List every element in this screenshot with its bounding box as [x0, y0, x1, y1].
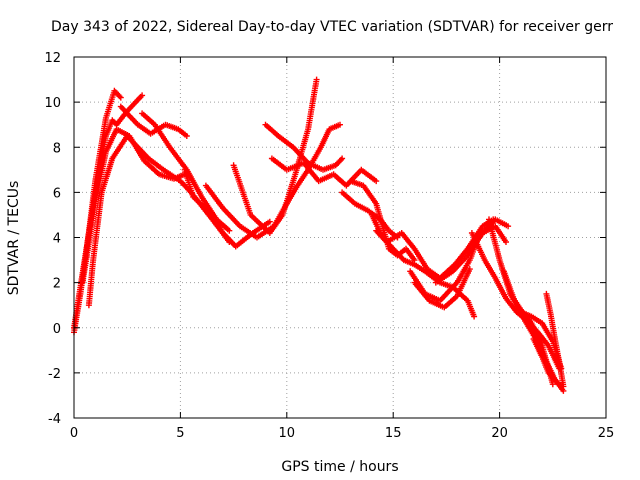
data-point-markers: [530, 336, 565, 390]
data-point-markers: [347, 178, 418, 264]
x-tick-label: 10: [279, 426, 296, 441]
y-tick-label: 12: [44, 51, 61, 66]
series-track-10: [262, 121, 346, 173]
series-track-18: [411, 266, 473, 311]
data-point-markers: [79, 126, 188, 286]
series-track-12: [283, 121, 343, 207]
series-track-22: [500, 268, 567, 394]
series-track-4: [79, 126, 188, 286]
series-track-7: [181, 166, 273, 250]
data-series: [71, 76, 567, 394]
series-track-3: [85, 133, 233, 309]
y-tick-label: 4: [53, 232, 61, 247]
data-point-markers: [202, 182, 290, 241]
x-tick-label: 15: [385, 426, 402, 441]
y-axis-label: SDTVAR / TECUs: [6, 181, 22, 296]
grid-lines: [74, 57, 606, 418]
data-point-markers: [230, 76, 320, 236]
data-point-markers: [181, 166, 273, 250]
y-tick-label: 10: [44, 96, 61, 111]
x-tick-label: 5: [176, 426, 184, 441]
data-point-markers: [71, 92, 146, 331]
axis-ticks: 0 5 10 15 20 25 -4 -2 0 2 4 6 8 10 12: [44, 51, 614, 441]
series-track-9: [230, 76, 320, 236]
data-point-markers: [500, 268, 567, 394]
x-tick-label: 25: [598, 426, 615, 441]
series-track-14: [347, 178, 418, 264]
series-track-8: [202, 182, 290, 241]
x-axis-label: GPS time / hours: [281, 459, 398, 475]
data-point-markers: [283, 121, 343, 207]
data-point-markers: [543, 290, 567, 390]
data-point-markers: [411, 266, 473, 311]
y-tick-label: 8: [53, 141, 61, 156]
series-track-25: [543, 290, 567, 390]
series-track-24: [530, 336, 565, 390]
y-tick-label: 0: [53, 322, 61, 337]
data-point-markers: [262, 121, 346, 173]
data-point-markers: [85, 133, 233, 309]
series-track-1: [71, 92, 146, 331]
chart-title: Day 343 of 2022, Sidereal Day-to-day VTE…: [51, 19, 613, 35]
x-tick-label: 0: [70, 426, 78, 441]
y-tick-label: 6: [53, 186, 61, 201]
y-tick-label: 2: [53, 277, 61, 292]
y-tick-label: -4: [48, 412, 61, 427]
y-tick-label: -2: [48, 367, 61, 382]
x-tick-label: 20: [491, 426, 508, 441]
